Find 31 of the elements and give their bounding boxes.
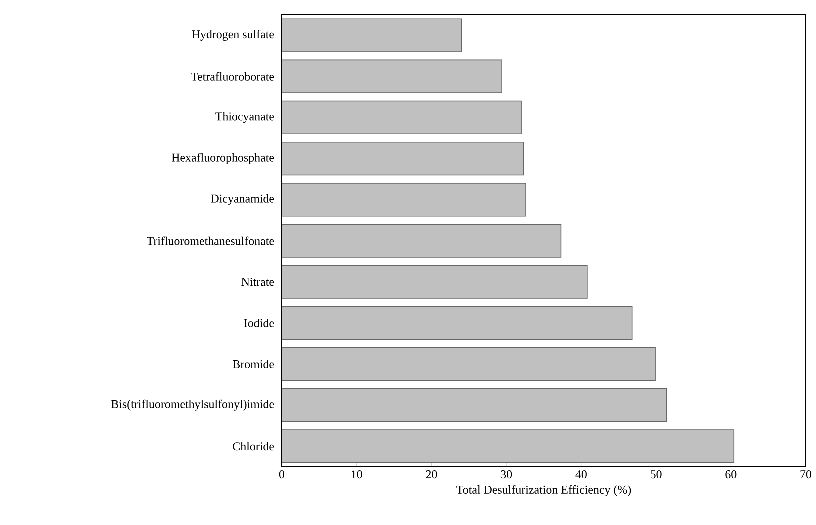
y-tick-label: Hexafluorophosphate	[172, 153, 274, 164]
x-tick-label: 10	[352, 470, 362, 479]
y-tick-label: Trifluoromethanesulfonate	[146, 236, 274, 246]
x-tick-label: 0	[279, 470, 285, 479]
y-tick-label: Dicyanamide	[211, 194, 274, 206]
bar	[282, 347, 656, 382]
bar	[282, 224, 562, 258]
bar	[282, 265, 588, 299]
bar	[282, 18, 462, 52]
x-tick-label: 70	[800, 470, 812, 479]
x-tick-label: 40	[576, 470, 587, 479]
y-tick-label: Tetrafluoroborate	[191, 72, 274, 81]
y-tick-label: Hydrogen sulfate	[192, 30, 274, 42]
bar	[282, 100, 522, 135]
bar	[282, 388, 668, 422]
bar	[282, 430, 735, 464]
y-tick-label: Bromide	[233, 360, 274, 368]
y-tick-label: Thiocyanate	[216, 112, 274, 124]
x-tick-label: 20	[426, 470, 438, 479]
bar	[282, 306, 633, 340]
x-axis-title: Total Desulfurization Efficiency (%)	[456, 485, 632, 496]
y-tick-label: Chloride	[233, 442, 274, 451]
bar	[282, 60, 502, 94]
x-tick-label: 50	[651, 470, 662, 479]
bar	[282, 183, 526, 217]
y-tick-label: Bis(trifluoromethylsulfonyl)imide	[111, 400, 274, 411]
bar	[282, 142, 524, 176]
x-tick-label: 60	[726, 470, 737, 479]
y-tick-label: Nitrate	[242, 278, 274, 286]
y-tick-label: Iodide	[244, 318, 274, 328]
x-tick-label: 30	[501, 470, 512, 479]
